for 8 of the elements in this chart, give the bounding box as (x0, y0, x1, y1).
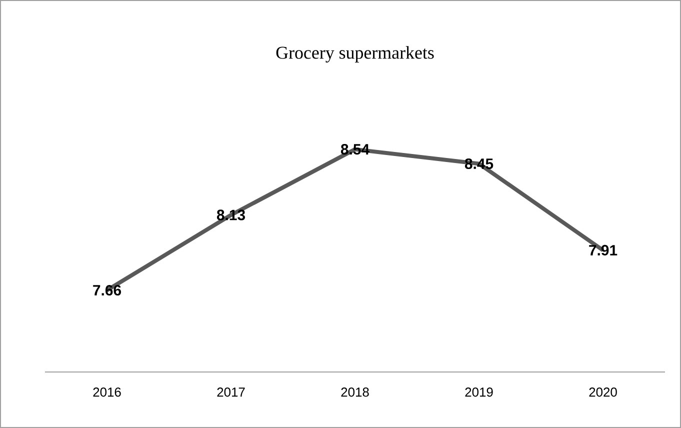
data-label: 7.66 (93, 284, 121, 296)
x-tick-label: 2020 (589, 388, 617, 397)
x-tick-label: 2018 (341, 388, 369, 397)
x-tick-label: 2016 (93, 388, 121, 397)
data-label: 7.91 (589, 244, 618, 256)
chart-title: Grocery supermarkets (276, 46, 434, 63)
x-tick-label: 2019 (465, 388, 493, 397)
x-tick-label: 2017 (217, 388, 245, 397)
